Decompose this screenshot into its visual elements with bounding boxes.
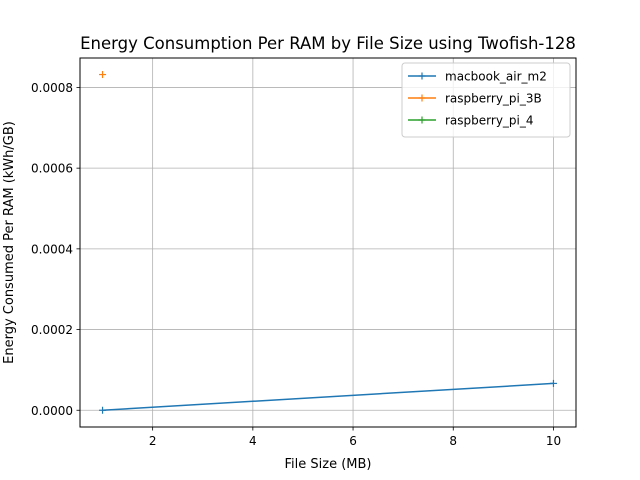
data-point bbox=[99, 406, 107, 414]
axis-ticks: 2 4 6 8 10 0.0000 0.0002 0.0004 0.0006 0.0008 bbox=[31, 81, 561, 448]
x-tick-label: 8 bbox=[449, 434, 457, 448]
chart-title: Energy Consumption Per RAM by File Size … bbox=[80, 34, 576, 53]
series-layer bbox=[99, 71, 557, 414]
y-tick-label: 0.0006 bbox=[31, 162, 73, 176]
legend-item: macbook_air_m2 bbox=[408, 70, 547, 84]
legend-marker bbox=[418, 116, 426, 124]
plot-area-frame bbox=[79, 57, 577, 428]
y-tick-label: 0.0000 bbox=[31, 404, 73, 418]
legend-item: raspberry_pi_3B bbox=[408, 92, 542, 106]
y-axis-label: Energy Consumed Per RAM (kWh/GB) bbox=[2, 121, 17, 364]
legend-label: raspberry_pi_4 bbox=[445, 114, 534, 128]
data-point bbox=[549, 379, 557, 387]
legend-label: raspberry_pi_3B bbox=[445, 92, 542, 106]
y-tick-label: 0.0008 bbox=[31, 81, 73, 95]
series-macbook-air-m2 bbox=[99, 379, 557, 414]
data-point bbox=[99, 71, 107, 79]
legend-marker bbox=[418, 72, 426, 80]
legend-item: raspberry_pi_4 bbox=[408, 114, 534, 128]
x-tick-label: 10 bbox=[546, 434, 561, 448]
x-axis-label: File Size (MB) bbox=[285, 457, 372, 472]
series-raspberry-pi-3B bbox=[99, 71, 107, 79]
legend-box bbox=[401, 62, 571, 138]
x-tick-label: 4 bbox=[249, 434, 257, 448]
y-tick-label: 0.0004 bbox=[31, 242, 73, 256]
series-line bbox=[102, 382, 554, 412]
legend: macbook_air_m2 raspberry_pi_3B raspberry_p… bbox=[401, 62, 571, 138]
y-tick-label: 0.0002 bbox=[31, 323, 73, 337]
legend-label: macbook_air_m2 bbox=[445, 70, 547, 84]
x-tick-label: 2 bbox=[149, 434, 157, 448]
legend-marker bbox=[418, 94, 426, 102]
x-tick-label: 6 bbox=[349, 434, 357, 448]
